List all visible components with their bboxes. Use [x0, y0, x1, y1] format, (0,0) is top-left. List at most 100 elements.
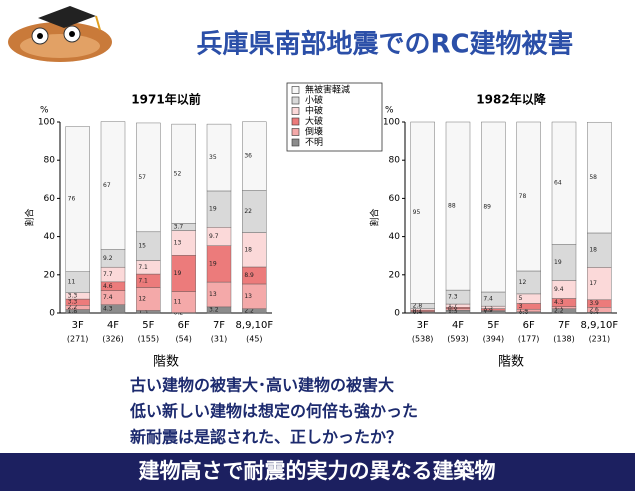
- x-tick-label: 8,9,10F: [581, 320, 619, 331]
- legend-label: 中破: [305, 105, 323, 117]
- y-tick-label: 40: [44, 232, 56, 242]
- value-label: 89: [483, 203, 491, 210]
- value-label: 17: [589, 280, 597, 287]
- y-tick-label: 20: [44, 270, 56, 280]
- value-label: 57: [138, 174, 146, 181]
- value-label: 9.2: [103, 255, 113, 262]
- x-tick-sublabel: (31): [211, 335, 227, 344]
- y-axis-label: 割合: [24, 208, 36, 226]
- value-label: 4.6: [103, 283, 113, 290]
- value-label: 36: [244, 153, 252, 160]
- value-label: 3: [519, 303, 523, 310]
- y-tick-label: 100: [38, 118, 55, 128]
- value-label: 9.4: [554, 286, 564, 293]
- value-label: 7.4: [103, 294, 113, 301]
- chart: 1971年以前%割合階数0204060801003F(271)1.82.23.3…: [24, 92, 274, 370]
- x-axis-label: 階数: [153, 355, 179, 370]
- chart-title: 1971年以前: [131, 92, 200, 107]
- y-tick-label: 80: [44, 156, 56, 166]
- note: 新耐震は是認された、正しかったか？: [130, 428, 402, 447]
- x-tick-sublabel: (45): [246, 335, 262, 344]
- y-tick-label: 40: [389, 232, 401, 242]
- y-tick-label: 60: [44, 194, 56, 204]
- value-label: 19: [209, 206, 217, 213]
- legend-swatch: [292, 118, 299, 125]
- value-label: 35: [209, 154, 217, 161]
- value-label: 95: [413, 209, 421, 216]
- y-tick-label: 0: [49, 309, 55, 319]
- value-label: 8.9: [244, 272, 254, 279]
- value-label: 12: [138, 296, 146, 303]
- x-tick-label: 6F: [523, 320, 535, 331]
- value-label: 3.7: [174, 223, 184, 230]
- x-tick-label: 8,9,10F: [236, 320, 274, 331]
- value-label: 3.9: [589, 300, 599, 307]
- value-label: 9.7: [209, 233, 219, 240]
- y-tick-label: 20: [389, 270, 401, 280]
- y-axis-label: 割合: [369, 208, 381, 226]
- y-tick-label: 80: [389, 156, 401, 166]
- page-title: 兵庫県南部地震でのRC建物被害: [196, 29, 573, 60]
- legend-swatch: [292, 87, 299, 94]
- x-tick-label: 5F: [487, 320, 499, 331]
- value-label: 88: [448, 203, 456, 210]
- x-tick-label: 3F: [72, 320, 84, 331]
- note: 古い建物の被害大･高い建物の被害大: [130, 376, 394, 395]
- value-label: 7.3: [448, 294, 458, 301]
- x-axis-label: 階数: [498, 355, 524, 370]
- chart: 1982年以降%割合階数0204060801003F(538)0.40.40.7…: [369, 92, 619, 370]
- value-label: 22: [244, 208, 252, 215]
- value-label: 19: [209, 260, 217, 267]
- x-tick-label: 4F: [452, 320, 464, 331]
- x-tick-sublabel: (271): [67, 335, 89, 344]
- value-label: 78: [519, 193, 527, 200]
- y-tick-label: 0: [394, 309, 400, 319]
- value-label: 4.3: [554, 299, 564, 306]
- banner: 建物高さで耐震的実力の異なる建築物: [139, 459, 496, 483]
- value-label: 58: [589, 174, 597, 181]
- legend-swatch: [292, 129, 299, 136]
- x-tick-label: 3F: [417, 320, 429, 331]
- x-tick-sublabel: (593): [447, 335, 469, 344]
- x-tick-sublabel: (138): [553, 335, 575, 344]
- value-label: 7.1: [138, 277, 148, 284]
- x-tick-sublabel: (177): [518, 335, 540, 344]
- x-tick-sublabel: (231): [589, 335, 611, 344]
- value-label: 18: [589, 247, 597, 254]
- legend-swatch: [292, 97, 299, 104]
- x-tick-label: 4F: [107, 320, 119, 331]
- x-tick-sublabel: (54): [175, 335, 191, 344]
- value-label: 3.2: [209, 306, 219, 313]
- value-label: 13: [209, 291, 217, 298]
- value-label: 2.8: [413, 303, 423, 310]
- legend-label: 不明: [305, 137, 323, 148]
- x-tick-sublabel: (326): [102, 335, 124, 344]
- value-label: 7.4: [483, 296, 493, 303]
- value-label: 76: [68, 196, 76, 203]
- value-label: 7.7: [103, 271, 113, 278]
- value-label: 67: [103, 182, 111, 189]
- x-tick-sublabel: (394): [483, 335, 505, 344]
- y-unit: %: [40, 106, 49, 116]
- value-label: 19: [174, 270, 182, 277]
- value-label: 52: [174, 170, 182, 177]
- legend-label: 無被害軽減: [305, 84, 350, 96]
- value-label: 12: [519, 279, 527, 286]
- value-label: 13: [244, 293, 252, 300]
- y-unit: %: [385, 106, 394, 116]
- y-tick-label: 60: [389, 194, 401, 204]
- value-label: 7.1: [138, 264, 148, 271]
- legend-swatch: [292, 108, 299, 115]
- legend-swatch: [292, 139, 299, 146]
- x-tick-label: 5F: [142, 320, 154, 331]
- value-label: 3.3: [68, 299, 78, 306]
- legend-label: 小破: [305, 94, 323, 106]
- legend-label: 大破: [305, 115, 323, 127]
- x-tick-sublabel: (538): [412, 335, 434, 344]
- x-tick-label: 7F: [213, 320, 225, 331]
- value-label: 19: [554, 259, 562, 266]
- value-label: 11: [68, 279, 76, 286]
- value-label: 4.3: [103, 305, 113, 312]
- value-label: 64: [554, 180, 562, 187]
